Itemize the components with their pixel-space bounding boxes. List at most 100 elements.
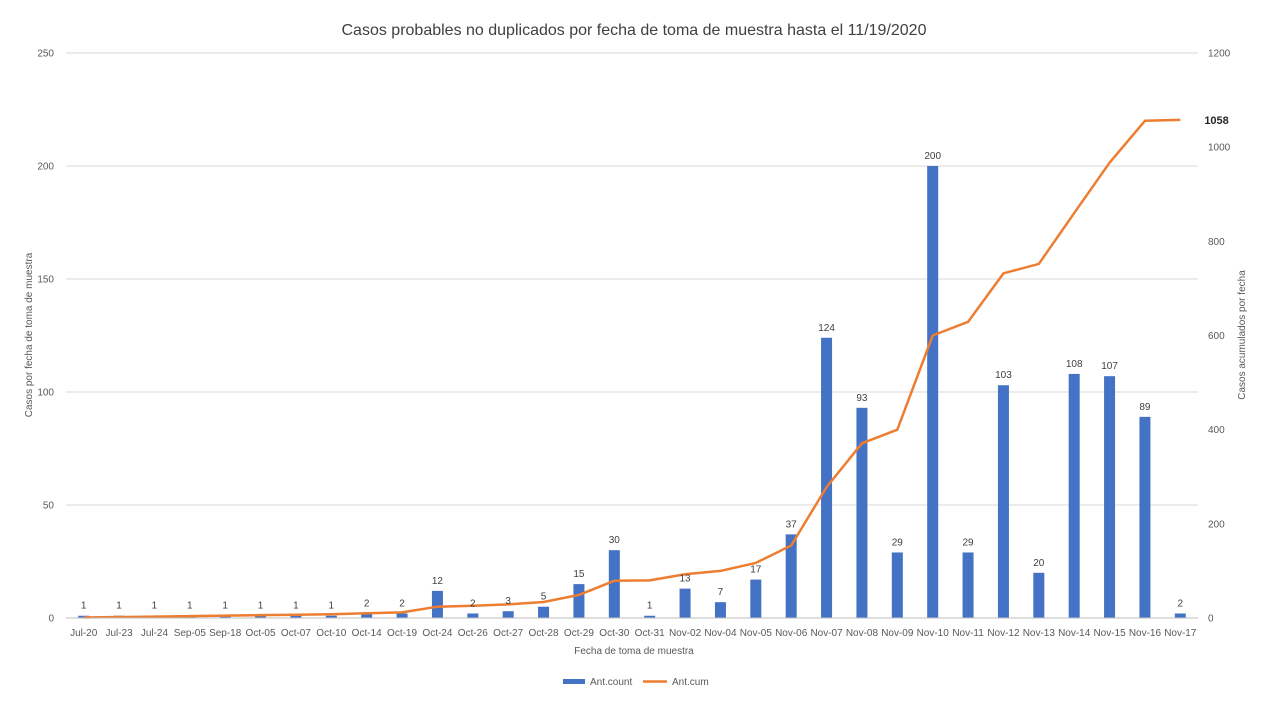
cumulative-line [83,118,1181,619]
y-left-tick-label: 250 [37,49,54,60]
bar-data-label: 13 [680,574,692,585]
x-tick-label: Oct-31 [635,628,665,639]
legend: Ant.count Ant.cum [563,677,709,688]
line-series-ant-cum [83,118,1181,619]
x-tick-label: Nov-16 [1129,628,1162,639]
bar-data-label: 1 [152,601,158,612]
bar-data-label: 5 [541,592,547,603]
y-right-tick-label: 1200 [1208,49,1231,60]
x-axis-title: Fecha de toma de muestra [574,646,694,657]
x-tick-label: Nov-14 [1058,628,1091,639]
bar [1139,416,1151,618]
x-tick-label: Oct-29 [564,628,594,639]
x-tick-label: Nov-08 [846,628,879,639]
bar [644,615,656,618]
bar-data-label: 124 [818,323,835,334]
bar-data-label: 30 [609,535,621,546]
x-tick-label: Nov-11 [952,628,984,639]
y-right-tick-label: 0 [1208,614,1214,625]
x-tick-label: Sep-05 [174,628,207,639]
bar [997,385,1009,618]
bar-data-label: 3 [505,596,511,607]
bar-data-label: 1 [187,601,193,612]
x-tick-label: Sep-18 [209,628,242,639]
legend-label-ant-count: Ant.count [590,677,632,688]
bar-data-label: 1 [329,601,335,612]
x-tick-label: Oct-28 [529,628,559,639]
bar [962,552,974,618]
bar-data-label: 103 [995,370,1012,381]
y-left-tick-label: 50 [43,501,55,512]
x-tick-label: Oct-10 [316,628,346,639]
bar-data-label: 1 [647,601,653,612]
bar-data-label: 17 [750,565,762,576]
bar [431,590,443,618]
bar [538,606,550,618]
bar-data-label: 1 [258,601,264,612]
gridlines [66,52,1198,619]
bar [1068,373,1080,618]
bar-data-label: 1 [222,601,228,612]
x-tick-label: Oct-24 [422,628,452,639]
bar-data-label: 15 [573,569,585,580]
bar-data-label: 2 [470,598,476,609]
x-tick-label: Oct-14 [352,628,382,639]
x-tick-label: Nov-12 [987,628,1020,639]
y-right-tick-label: 200 [1208,519,1225,530]
y-right-tick-label: 600 [1208,331,1225,342]
x-tick-label: Jul-24 [141,628,169,639]
bar-data-label: 29 [892,537,904,548]
y-left-tick-label: 150 [37,275,54,286]
bar-data-label: 89 [1139,402,1151,413]
bar [821,337,833,618]
legend-swatch-ant-count [563,679,585,684]
bar [255,615,267,618]
bar-data-label: 2 [364,598,370,609]
bar [396,613,408,618]
x-tick-label: Nov-04 [704,628,737,639]
bar [1033,572,1045,618]
y-right-tick-label: 1000 [1208,143,1231,154]
bar [608,550,620,618]
chart-title: Casos probables no duplicados por fecha … [342,22,927,39]
bar [1104,376,1116,618]
bar-data-label: 1 [81,601,87,612]
bar [361,613,373,618]
bar-data-label: 2 [1178,598,1184,609]
x-tick-label: Nov-15 [1093,628,1126,639]
x-tick-label: Nov-05 [740,628,773,639]
bar [290,615,302,618]
x-tick-label: Oct-19 [387,628,417,639]
bar-data-label: 1 [293,601,299,612]
x-tick-label: Nov-07 [810,628,843,639]
x-tick-label: Nov-06 [775,628,808,639]
bar [856,407,868,618]
bar [891,552,903,618]
bar [785,534,797,618]
x-tick-label: Oct-30 [599,628,629,639]
y-axis-right-title: Casos acumulados por fecha [1237,270,1248,400]
x-tick-label: Nov-10 [917,628,950,639]
x-tick-label: Oct-27 [493,628,523,639]
x-tick-label: Oct-05 [246,628,276,639]
y-axis-right: 0 200 400 600 800 1000 1200 [1208,49,1231,625]
x-tick-label: Jul-20 [70,628,98,639]
bar [325,615,337,618]
bar [1174,613,1186,618]
bar [679,588,691,618]
bar [502,611,514,618]
x-tick-label: Nov-02 [669,628,702,639]
bar-data-label: 108 [1066,359,1083,370]
y-left-tick-label: 0 [48,614,54,625]
bar [467,613,479,618]
bar-data-label: 12 [432,576,444,587]
bar-data-label: 37 [786,519,798,530]
bar-data-label: 2 [399,598,405,609]
bar [750,579,762,618]
line-end-data-label: 1058 [1204,115,1228,127]
y-right-tick-label: 400 [1208,425,1225,436]
bar-data-label: 200 [924,151,941,162]
y-left-tick-label: 200 [37,162,54,173]
